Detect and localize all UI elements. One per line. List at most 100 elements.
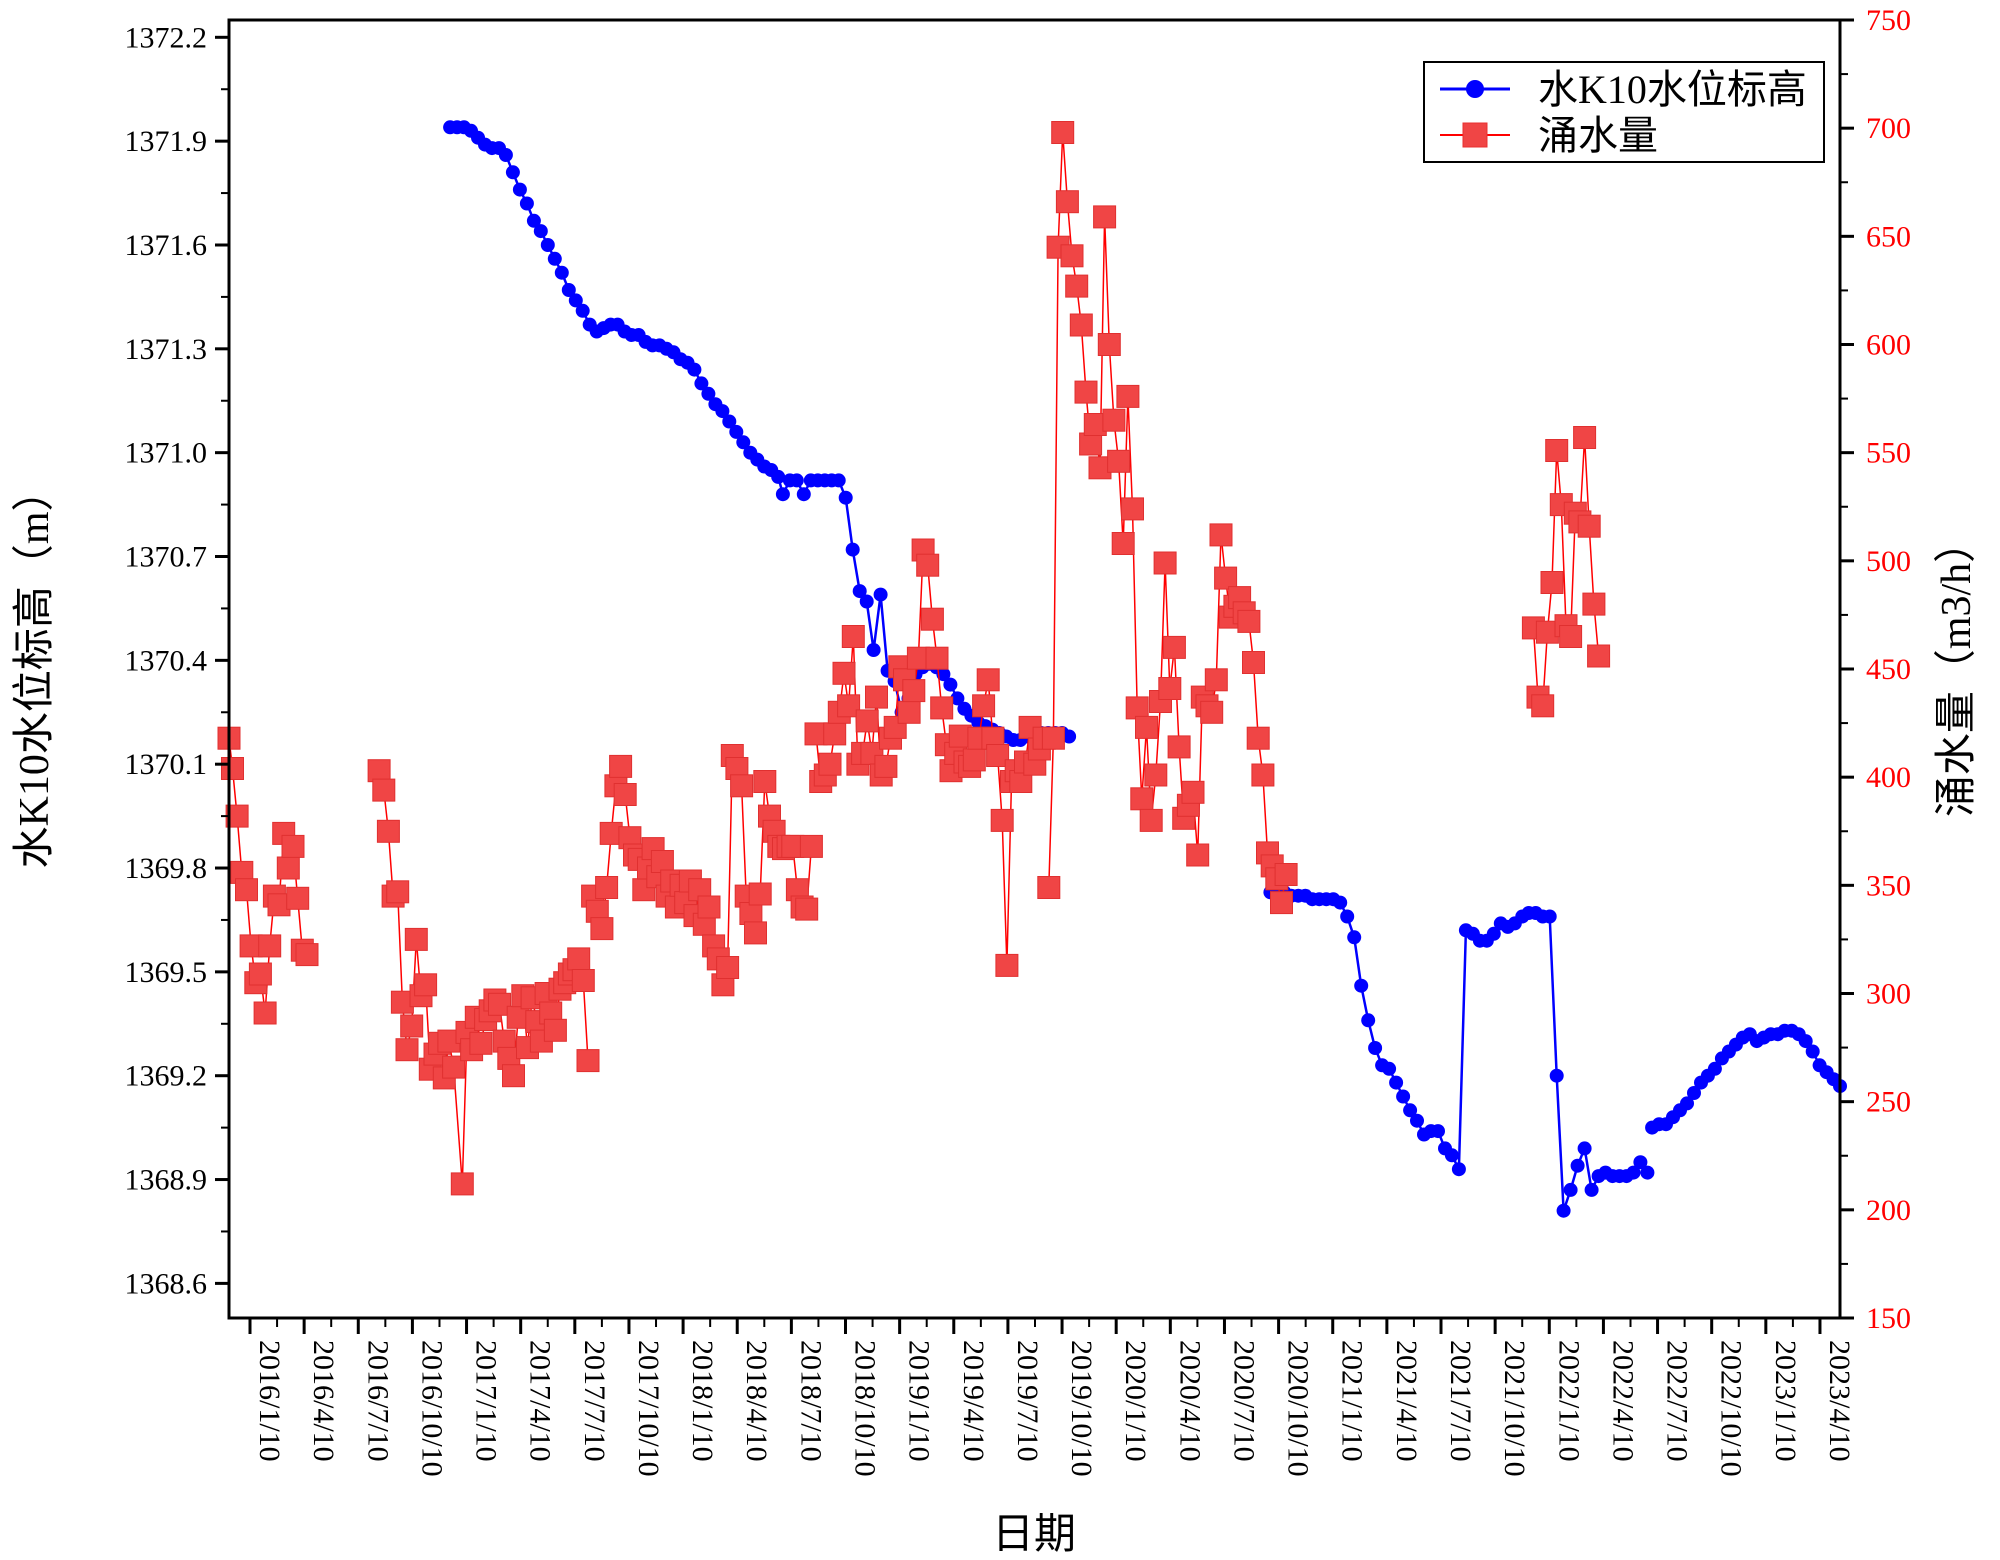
data-point (1410, 1113, 1424, 1128)
data-point (852, 584, 867, 599)
data-point (1214, 566, 1238, 590)
data-point (990, 808, 1014, 832)
data-point (372, 778, 396, 802)
x-tick-label: 2018/1/10 (686, 1340, 719, 1462)
data-point (995, 953, 1019, 977)
data-point (1069, 313, 1093, 337)
data-point (687, 362, 702, 377)
data-point (276, 856, 300, 880)
data-point (1361, 1013, 1376, 1028)
series-inflow (217, 121, 1611, 1196)
y-left-tick-label: 1368.9 (125, 1164, 208, 1197)
data-point (404, 927, 428, 951)
data-point (568, 293, 583, 308)
data-point (248, 962, 272, 986)
y-right-tick-label: 750 (1866, 4, 1911, 37)
x-tick-label: 2017/10/10 (632, 1340, 665, 1477)
data-point (533, 224, 548, 239)
data-point (400, 1014, 424, 1038)
data-point (1144, 763, 1168, 787)
data-point (1559, 625, 1583, 648)
data-point (1687, 1086, 1701, 1100)
y-left-tick-label: 1369.2 (125, 1060, 208, 1093)
data-point (789, 473, 804, 488)
y-right-tick-label: 300 (1866, 978, 1911, 1011)
data-point (1242, 651, 1265, 674)
data-point (841, 625, 865, 648)
data-point (554, 265, 569, 280)
data-point (488, 992, 511, 1016)
data-point (512, 182, 527, 197)
data-point (414, 973, 438, 997)
data-point (1680, 1096, 1694, 1111)
x-tick-label: 2016/10/10 (415, 1340, 448, 1477)
data-point (286, 886, 310, 910)
data-point (943, 677, 958, 692)
ticks-layer: 1368.6 1368.9 1369.2 1369.5 1369.8 1370.1 1370… (125, 4, 1912, 1477)
data-point (865, 685, 888, 709)
data-point (823, 722, 847, 746)
data-point (505, 165, 520, 180)
y-left-tick-label: 1369.5 (125, 956, 208, 989)
y-right-tick-label: 700 (1866, 112, 1911, 145)
data-point (1587, 644, 1611, 668)
y-left-tick-label: 1368.6 (125, 1267, 208, 1300)
legend-marker-inflow (1462, 122, 1488, 148)
data-point (902, 679, 926, 703)
x-axis-title: 日期 (992, 1512, 1076, 1558)
data-point (1074, 380, 1098, 404)
data-point (920, 607, 944, 631)
data-point (976, 668, 1000, 692)
data-point (1097, 333, 1121, 356)
data-point (1121, 497, 1144, 521)
data-point (376, 819, 400, 843)
y-right-tick-label: 650 (1866, 220, 1911, 253)
x-tick-label: 2019/1/10 (903, 1340, 936, 1462)
data-point (1347, 930, 1362, 945)
data-point (1135, 715, 1158, 739)
data-point (1626, 1165, 1641, 1180)
data-point (469, 1031, 493, 1055)
data-point (818, 752, 842, 776)
data-point (859, 594, 874, 609)
data-point (395, 1038, 419, 1062)
y-right-tick-label: 450 (1866, 653, 1911, 686)
x-tick-label: 2022/10/10 (1715, 1340, 1748, 1477)
data-point (799, 834, 823, 858)
x-tick-label: 2018/10/10 (849, 1340, 882, 1477)
x-tick-label: 2019/10/10 (1065, 1340, 1098, 1477)
data-point (1111, 532, 1135, 555)
x-tick-label: 2023/1/10 (1769, 1340, 1802, 1462)
data-point (1451, 1162, 1466, 1177)
data-point (1186, 843, 1210, 867)
y-left-tick-label: 1371.0 (125, 437, 208, 470)
data-point (613, 783, 637, 806)
series-water-level (443, 120, 1847, 1218)
data-point (1079, 432, 1103, 456)
data-point (775, 487, 790, 502)
data-point (567, 947, 591, 971)
data-point (1542, 909, 1557, 924)
y-left-tick-label: 1370.7 (125, 541, 208, 574)
data-point (367, 759, 391, 783)
data-point (962, 748, 986, 772)
data-point (1382, 1061, 1397, 1076)
data-point (838, 490, 853, 505)
data-point (221, 757, 244, 780)
x-tick-label: 2017/1/10 (470, 1340, 503, 1462)
data-point (795, 897, 819, 921)
data-point (1444, 1148, 1459, 1163)
data-point (950, 691, 965, 706)
data-point (1139, 808, 1163, 832)
x-tick-label: 2019/7/10 (1011, 1340, 1044, 1462)
data-point (1563, 1182, 1578, 1197)
y-left-tick-label: 1371.6 (125, 229, 208, 262)
data-point (1389, 1075, 1404, 1090)
data-point (1368, 1041, 1383, 1055)
x-tick-label: 2020/7/10 (1227, 1340, 1260, 1462)
legend-label-inflow: 涌水量 (1538, 113, 1658, 158)
data-point (519, 196, 534, 211)
data-point (916, 553, 940, 577)
data-point (936, 667, 951, 682)
data-point (575, 303, 590, 318)
